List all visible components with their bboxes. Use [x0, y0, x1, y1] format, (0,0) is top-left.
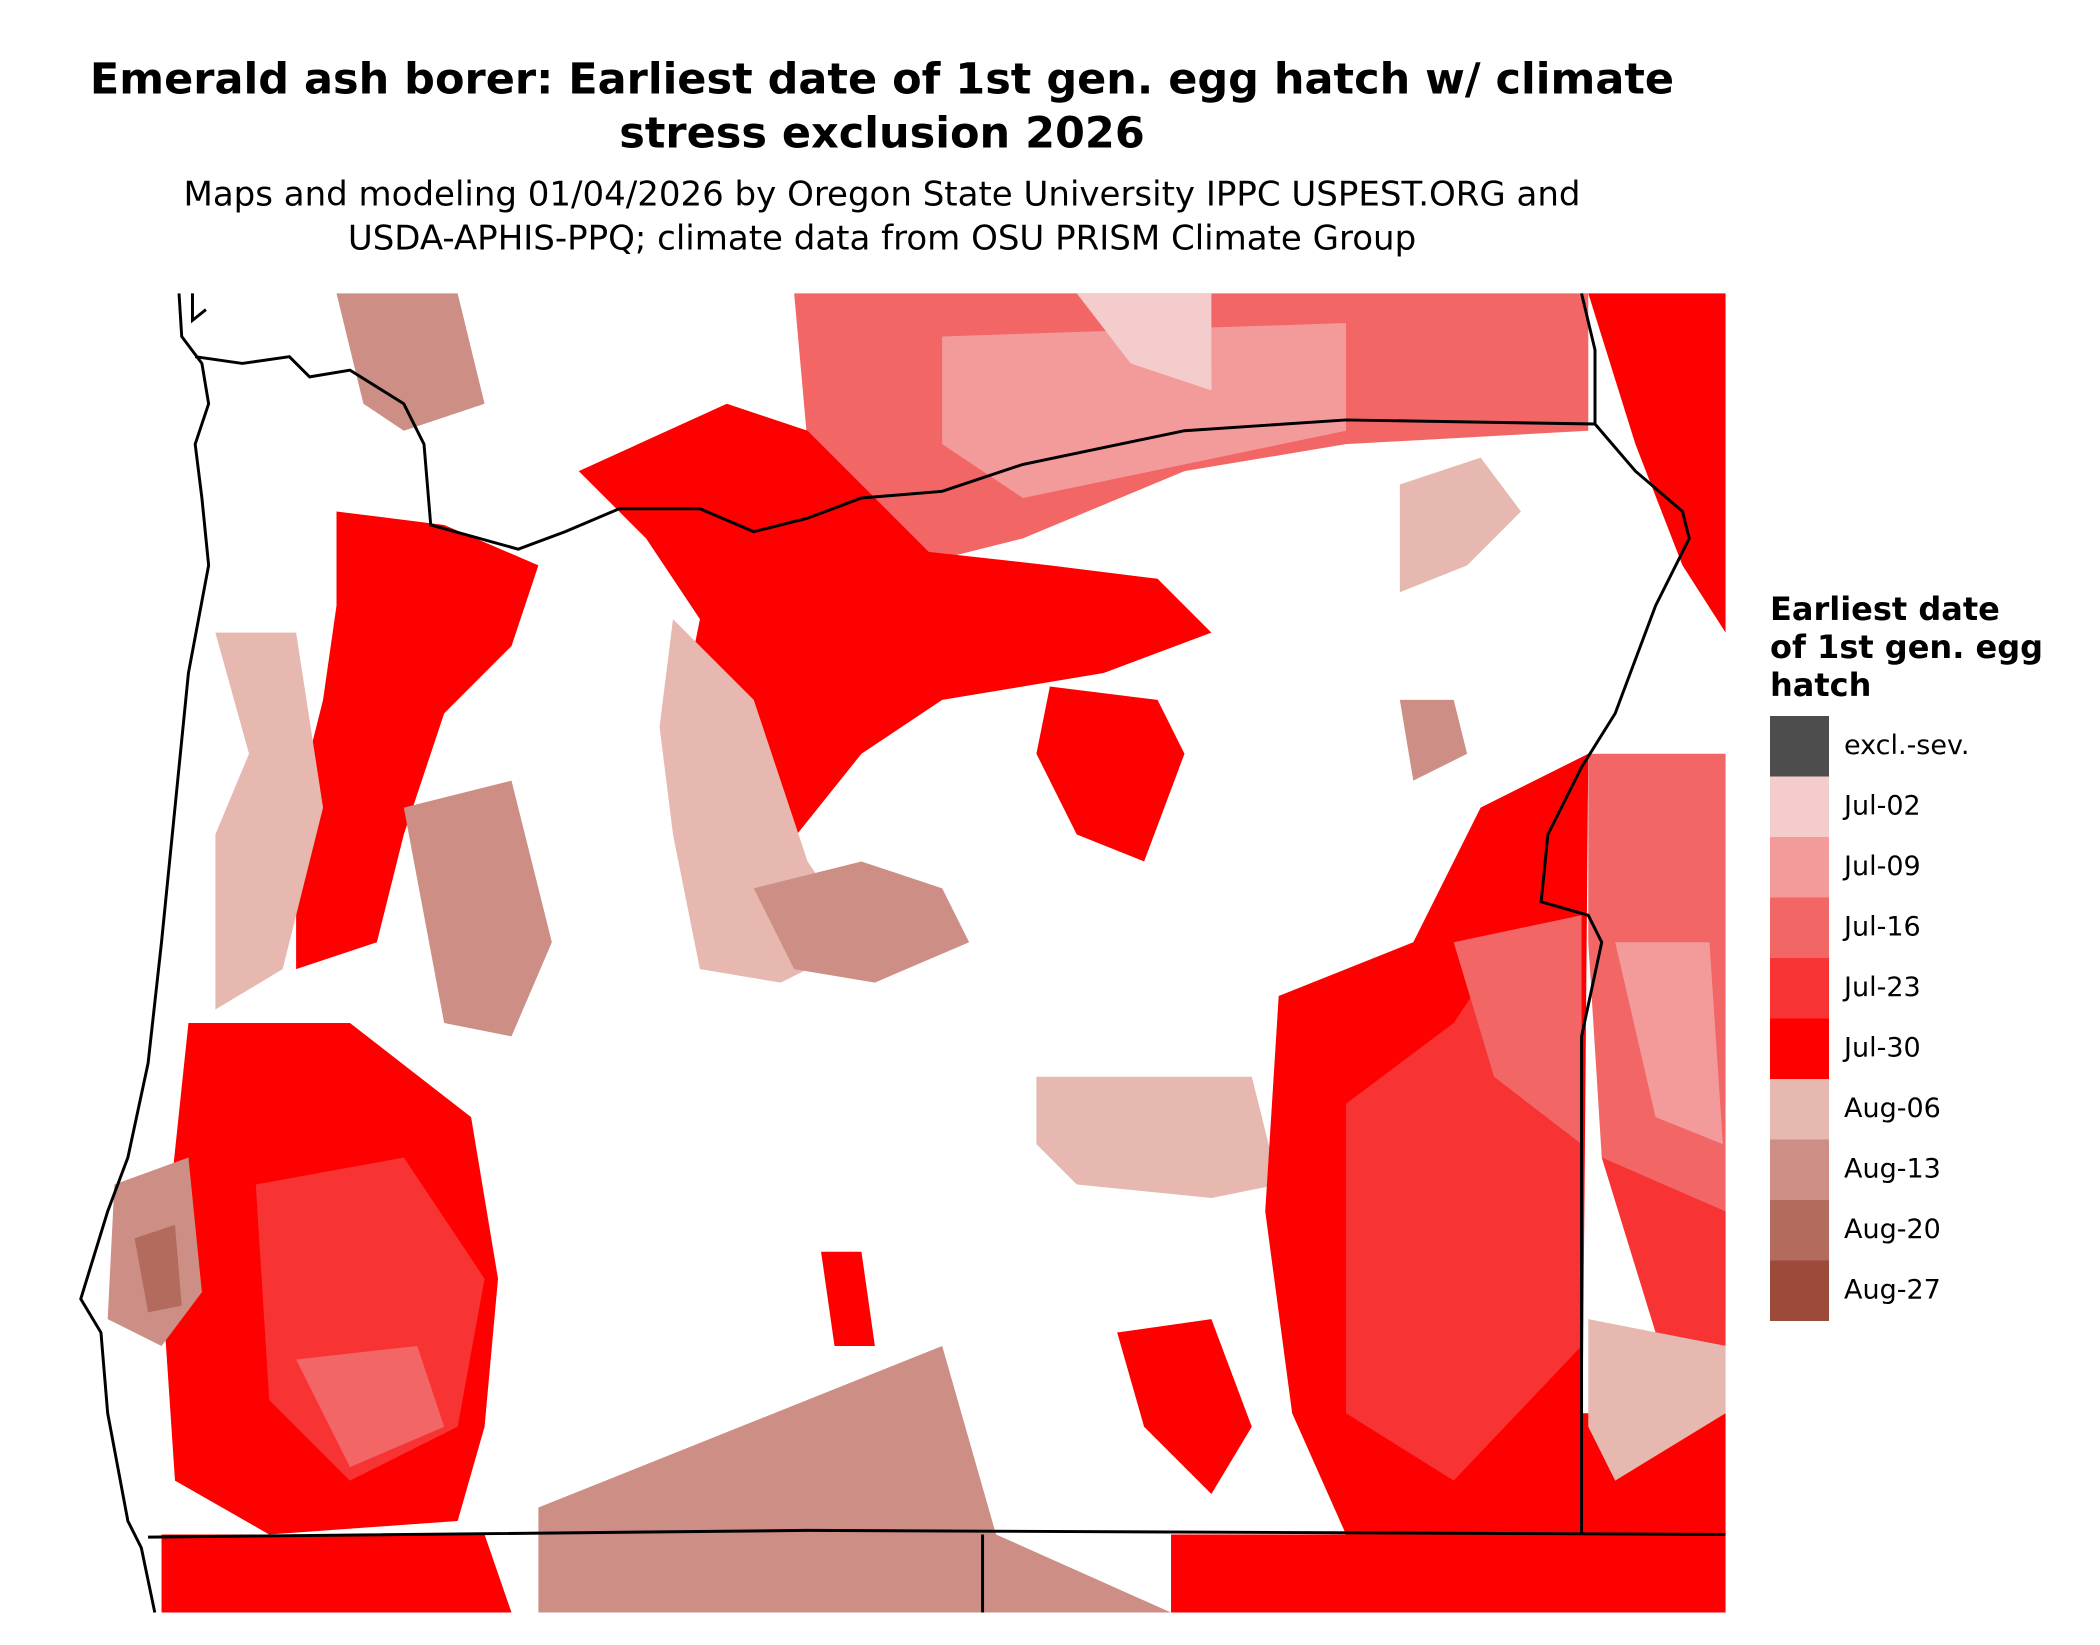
legend-label: Jul-30 [1842, 1032, 1921, 1063]
zone [161, 1534, 512, 1613]
zone [1601, 1157, 1726, 1346]
legend-label: Jul-23 [1842, 972, 1921, 1003]
legend-swatch [1770, 716, 1829, 777]
title: stress exclusion 2026 [619, 109, 1145, 159]
legend-label: excl.-sev. [1844, 730, 1969, 761]
zone [1588, 293, 1726, 633]
legend-label: Aug-13 [1844, 1153, 1941, 1184]
legend-title: of 1st gen. egg [1770, 628, 2043, 666]
coastline [79, 293, 211, 1613]
hatch-zones [107, 293, 1726, 1613]
zone [1615, 942, 1723, 1145]
legend-swatch [1770, 837, 1829, 898]
zone [821, 1251, 875, 1346]
zone [1399, 699, 1468, 781]
zone [753, 861, 970, 983]
zone [1036, 1076, 1279, 1198]
legend-swatch [1770, 1260, 1829, 1321]
zone [336, 293, 485, 431]
zone [1399, 457, 1521, 593]
zone [1076, 293, 1212, 391]
legend-label: Aug-20 [1844, 1214, 1941, 1245]
legend-title: Earliest date [1770, 590, 2000, 628]
zone [1588, 1319, 1726, 1481]
legend-swatch [1770, 1200, 1829, 1261]
title: Emerald ash borer: Earliest date of 1st … [90, 55, 1674, 105]
legend-label: Jul-16 [1842, 911, 1921, 942]
state-border [1580, 293, 1597, 424]
legend-label: Aug-27 [1844, 1274, 1941, 1305]
legend-label: Aug-06 [1844, 1093, 1941, 1124]
legend-label: Jul-02 [1842, 790, 1921, 821]
zone [1117, 1319, 1252, 1495]
legend-label: Jul-09 [1842, 851, 1921, 882]
zone [296, 511, 539, 970]
zone [942, 323, 1346, 499]
legend-swatch [1770, 897, 1829, 958]
map [79, 293, 1726, 1613]
legend-swatch [1770, 958, 1829, 1019]
legend-swatch [1770, 1018, 1829, 1079]
zone [1036, 686, 1185, 862]
state-border [194, 355, 1691, 1535]
zone [1547, 1413, 1726, 1535]
zone [403, 780, 552, 1037]
zone [538, 1346, 1172, 1613]
zone [1171, 1534, 1726, 1613]
subtitle: Maps and modeling 01/04/2026 by Oregon S… [183, 175, 1580, 215]
legend-swatch [1770, 1079, 1829, 1140]
zone [296, 1346, 445, 1468]
coastline [190, 293, 207, 324]
zone [134, 1224, 182, 1313]
legend-swatch [1770, 1139, 1829, 1200]
zone [215, 632, 324, 1010]
state-border [148, 1528, 1726, 1539]
legend-title: hatch [1770, 666, 1871, 704]
zone [1453, 915, 1582, 1145]
subtitle: USDA-APHIS-PPQ; climate data from OSU PR… [348, 219, 1416, 259]
legend-swatch [1770, 776, 1829, 837]
